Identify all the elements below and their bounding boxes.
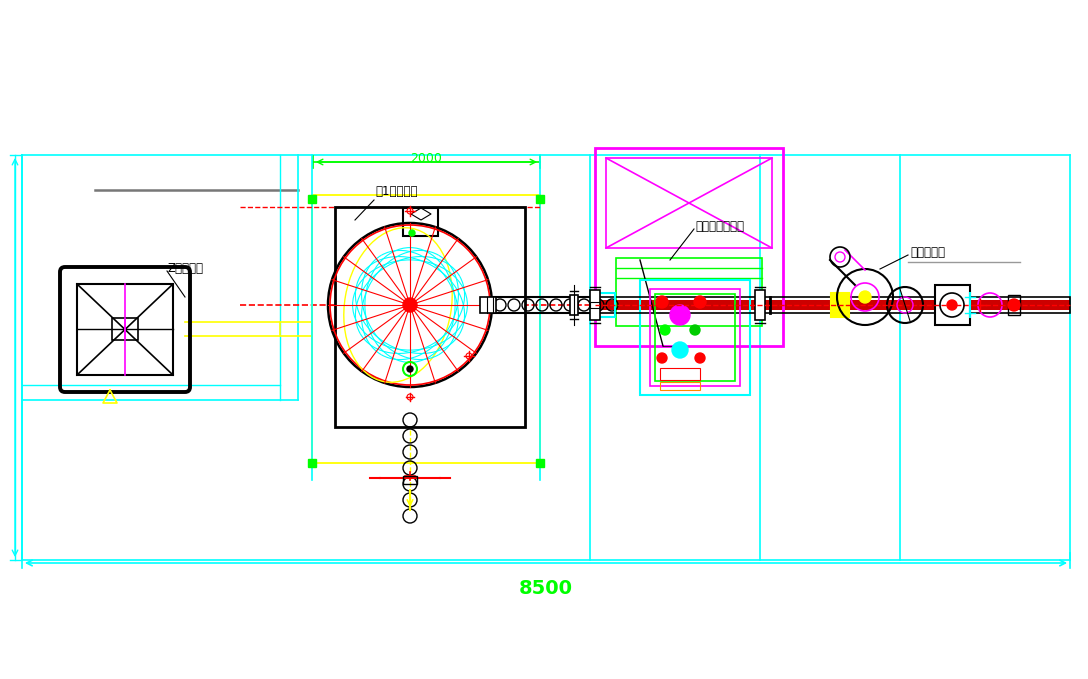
Circle shape xyxy=(694,296,706,308)
Circle shape xyxy=(407,366,413,372)
Bar xyxy=(112,318,138,340)
Bar xyxy=(660,368,700,380)
Bar xyxy=(595,148,783,346)
Bar xyxy=(403,476,417,484)
Circle shape xyxy=(409,230,415,236)
Circle shape xyxy=(656,296,668,308)
Circle shape xyxy=(657,353,667,363)
Bar xyxy=(606,158,772,248)
Circle shape xyxy=(670,305,690,325)
Bar xyxy=(570,295,578,315)
Bar xyxy=(312,195,540,463)
Text: 8500: 8500 xyxy=(519,579,573,598)
Bar xyxy=(590,290,599,320)
Circle shape xyxy=(1007,299,1021,311)
Bar xyxy=(595,297,1070,313)
Bar xyxy=(660,382,700,390)
Bar xyxy=(935,285,970,325)
Bar xyxy=(590,302,599,308)
Circle shape xyxy=(403,298,417,312)
Bar xyxy=(595,293,615,317)
Text: Z型提升机: Z型提升机 xyxy=(168,261,205,274)
Circle shape xyxy=(672,342,688,358)
Text: 圆瓶贴标机: 圆瓶贴标机 xyxy=(910,246,945,259)
Bar xyxy=(536,195,544,203)
Text: 頶1粒灌装机: 頶1粒灌装机 xyxy=(375,185,418,198)
Bar xyxy=(308,195,316,203)
Circle shape xyxy=(660,325,670,335)
Bar xyxy=(655,294,735,381)
Bar xyxy=(650,289,740,386)
Bar xyxy=(616,258,762,326)
Bar xyxy=(77,284,173,375)
Bar xyxy=(640,280,750,395)
Circle shape xyxy=(860,291,871,303)
Bar xyxy=(403,208,438,236)
Circle shape xyxy=(695,353,705,363)
Bar xyxy=(480,297,496,313)
Bar xyxy=(831,293,849,317)
Bar xyxy=(595,300,1070,310)
Bar xyxy=(1007,295,1021,315)
Text: 上盖落盖搞盖机: 上盖落盖搞盖机 xyxy=(695,219,744,232)
Text: 2000: 2000 xyxy=(410,151,442,164)
Bar xyxy=(308,459,316,467)
Circle shape xyxy=(690,325,700,335)
Bar xyxy=(335,207,526,427)
Circle shape xyxy=(947,300,957,310)
Bar xyxy=(536,459,544,467)
Bar xyxy=(755,290,765,320)
